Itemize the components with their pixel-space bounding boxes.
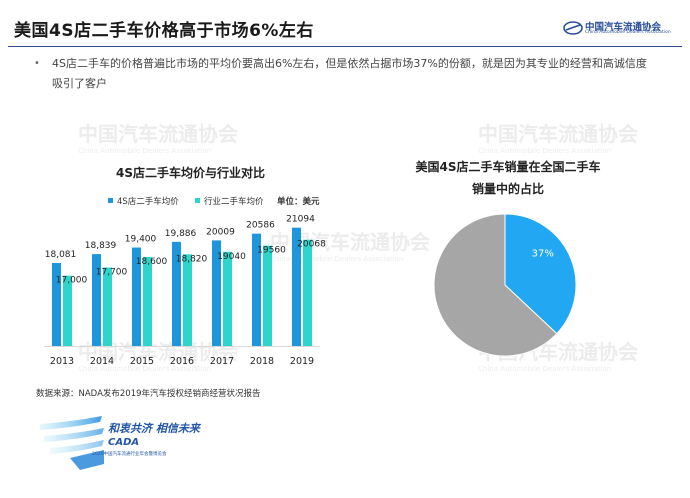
footer-logo: 和衷共济 相信未来 CADA 2020中国汽车流通行业年会暨博览会 xyxy=(40,404,200,484)
bar-series1 xyxy=(292,227,301,346)
legend-swatch xyxy=(195,198,200,203)
data-label-series1: 21094 xyxy=(286,215,315,225)
x-tick-label: 2015 xyxy=(130,356,154,367)
footer-brand: CADA xyxy=(108,437,140,448)
data-label-series2: 19560 xyxy=(257,246,286,256)
data-label-series1: 19,400 xyxy=(125,235,157,245)
data-label-series1: 18,839 xyxy=(85,241,117,251)
legend-label: 4S店二手车均价 xyxy=(117,197,179,207)
bar-series1 xyxy=(212,240,221,346)
pie-slice xyxy=(433,213,558,357)
x-tick-label: 2013 xyxy=(50,356,74,367)
bar-series1 xyxy=(172,241,181,346)
title-divider xyxy=(8,46,682,47)
footer-emblem-graphic xyxy=(40,416,104,470)
x-tick-label: 2016 xyxy=(170,356,194,367)
data-label-series1: 20586 xyxy=(246,221,275,231)
data-label-series2: 18,820 xyxy=(176,254,208,264)
bar-series2 xyxy=(183,254,192,346)
pie-slice xyxy=(504,213,577,335)
bar-series2 xyxy=(223,251,232,346)
data-label-series2: 17,700 xyxy=(96,267,128,277)
bar-series2 xyxy=(143,256,152,346)
bullet-text: 4S店二手车的价格普遍比市场的平均价要高出6%左右，但是依然占据市场37%的份额… xyxy=(52,57,647,90)
bar-series2 xyxy=(103,267,112,346)
header-logo-name: 中国汽车流通协会 xyxy=(585,22,662,33)
data-source-note: 数据来源：NADA发布2019年汽车授权经销商经营状况报告 xyxy=(36,389,261,399)
bar-series1 xyxy=(52,263,61,346)
unit-label: 单位：美元 xyxy=(277,197,320,207)
x-tick-label: 2019 xyxy=(290,356,314,367)
data-label-series2: 17,000 xyxy=(56,276,88,286)
footer-brand-sub: 2020中国汽车流通行业年会暨博览会 xyxy=(92,452,167,457)
x-tick-label: 2018 xyxy=(250,356,274,367)
data-label-series2: 18,600 xyxy=(136,257,168,267)
footer-slogan: 和衷共济 相信未来 xyxy=(108,422,200,435)
legend-item-series2: 行业二手车均价 xyxy=(195,195,264,207)
pie-title-line: 美国4S店二手车销量在全国二手车 xyxy=(415,160,601,174)
bar-chart-title: 4S店二手车均价与行业对比 xyxy=(116,166,265,180)
bar-series2 xyxy=(303,239,312,346)
pie-chart-title: 美国4S店二手车销量在全国二手车 销量中的占比 xyxy=(403,156,613,200)
pie-slice-label: 37% xyxy=(532,249,554,260)
data-label-series2: 19040 xyxy=(217,252,246,262)
data-label-series2: 20068 xyxy=(297,240,326,250)
bar-series1 xyxy=(252,233,261,346)
bar-series1 xyxy=(132,247,141,346)
legend-item-series1: 4S店二手车均价 xyxy=(108,195,179,207)
x-tick-label: 2014 xyxy=(90,356,114,367)
cada-emblem-icon xyxy=(563,21,583,35)
data-label-series1: 19,886 xyxy=(165,229,197,239)
header-logo: 中国汽车流通协会 China Automobile Dealers Associ… xyxy=(563,18,681,38)
legend-swatch xyxy=(108,198,113,203)
bullet-marker: • xyxy=(34,58,40,69)
pie-title-line: 销量中的占比 xyxy=(471,182,544,196)
legend-label: 行业二手车均价 xyxy=(204,197,264,207)
bar-series2 xyxy=(263,245,272,346)
data-label-series1: 18,081 xyxy=(45,250,77,260)
data-label-series1: 20009 xyxy=(206,227,235,237)
page-title: 美国4S店二手车价格高于市场6%左右 xyxy=(14,21,314,41)
bar-series1 xyxy=(92,254,101,346)
header-logo-sub: China Automobile Dealers Association xyxy=(585,30,671,35)
x-tick-label: 2017 xyxy=(210,356,234,367)
bar-series2 xyxy=(63,275,72,346)
